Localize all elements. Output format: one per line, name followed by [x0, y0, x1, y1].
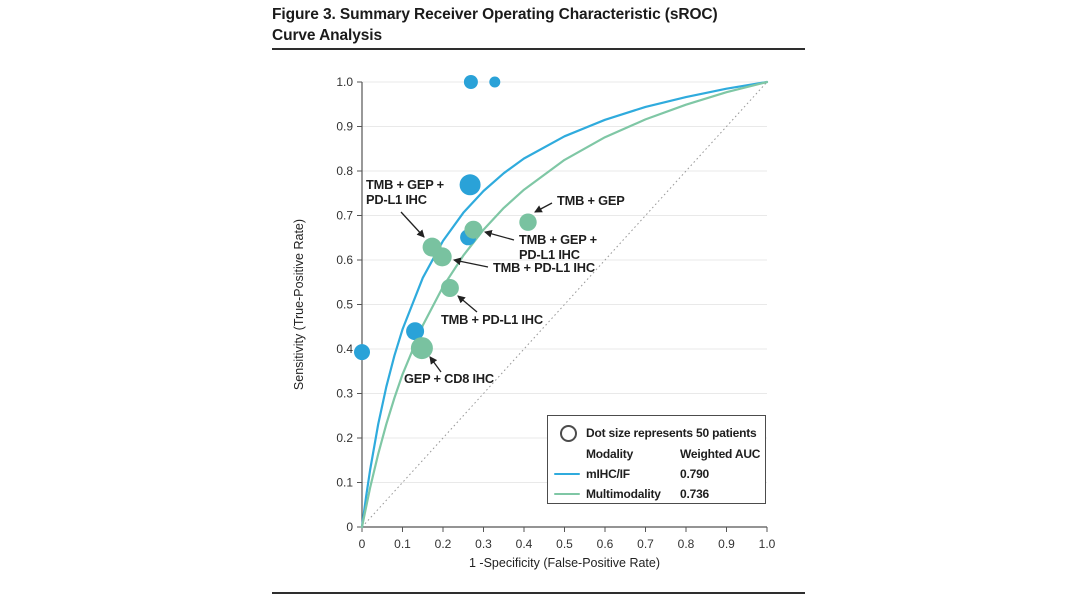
annotation-arrow	[452, 257, 489, 268]
data-point-multimodality-tmb-gep	[519, 213, 537, 231]
annotation-text: TMB + GEP + PD-L1 IHC	[519, 232, 597, 262]
y-tick-label: 0.9	[336, 120, 353, 134]
figure-title-line1: Figure 3. Summary Receiver Operating Cha…	[272, 6, 718, 23]
x-tick-label: 0.9	[718, 537, 735, 551]
y-axis-title: Sensitivity (True-Positive Rate)	[292, 219, 306, 390]
annotation-text: TMB + PD-L1 IHC	[493, 260, 595, 275]
figure-header: Figure 3. Summary Receiver Operating Cha…	[272, 4, 808, 46]
data-point-mihc-if	[489, 76, 501, 88]
y-tick-label: 0.5	[336, 298, 353, 312]
data-point-multimodality-tmb-pd-l1-ihc	[440, 279, 459, 297]
data-point-mihc-if	[459, 174, 481, 196]
x-tick-label: 0.8	[678, 537, 695, 551]
x-tick-label: 0.5	[556, 537, 573, 551]
legend-col-auc: Weighted AUC	[680, 447, 761, 461]
annotation-tmb-gep: TMB + GEP	[534, 193, 625, 213]
mihc-if-line-swatch	[554, 472, 580, 476]
y-tick-label: 0.4	[336, 342, 353, 356]
roc-curve-mihc-if	[360, 80, 769, 529]
data-point-multimodality-tmb-gep-pd-l1-ihc	[464, 220, 483, 239]
x-tick-label: 1.0	[759, 537, 776, 551]
legend-series-auc: 0.790	[680, 467, 710, 481]
annotation-gep-cd8-ihc: GEP + CD8 IHC	[404, 356, 494, 386]
annotation-arrow	[400, 211, 425, 238]
legend-series-name: mIHC/IF	[586, 467, 630, 481]
figure-title-line2: Curve Analysis	[272, 27, 383, 44]
annotation-arrow	[534, 202, 553, 213]
annotation-arrow	[483, 230, 515, 241]
footer-rule	[272, 592, 805, 594]
header-rule	[272, 48, 805, 50]
data-point-multimodality-gep-cd8-ihc	[410, 337, 433, 360]
legend-dot-size-note: Dot size represents 50 patients	[586, 426, 757, 440]
y-tick-label: 0.3	[336, 387, 353, 401]
y-tick-label: 0.7	[336, 209, 353, 223]
data-point-mihc-if	[406, 322, 425, 341]
annotation-tmb-pd-l1-ihc: TMB + PD-L1 IHC	[452, 257, 595, 275]
legend-col-modality: Modality	[586, 447, 634, 461]
legend-header-row: Modality Weighted AUC	[548, 444, 765, 464]
y-tick-label: 0.1	[336, 476, 353, 490]
y-tick-label: 0.2	[336, 431, 353, 445]
y-tick-label: 1.0	[336, 75, 353, 89]
y-tick-label: 0.6	[336, 253, 353, 267]
data-point-mihc-if	[463, 75, 478, 89]
x-tick-label: 0	[359, 537, 366, 551]
annotation-tmb-gep-pd-l1-ihc: TMB + GEP + PD-L1 IHC	[366, 177, 444, 238]
annotation-text: TMB + GEP	[557, 193, 625, 208]
x-tick-label: 0.1	[394, 537, 411, 551]
annotation-text: TMB + PD-L1 IHC	[441, 312, 543, 327]
legend-series-name: Multimodality	[586, 487, 661, 501]
dot-size-circle-icon	[560, 424, 577, 442]
annotation-arrow	[457, 295, 478, 313]
roc-curve-multimodality	[360, 80, 769, 529]
legend-swatch-spacer	[554, 453, 580, 456]
x-tick-label: 0.2	[435, 537, 452, 551]
multimodality-line-swatch	[554, 492, 580, 496]
annotation-tmb-gep-pd-l1-ihc: TMB + GEP + PD-L1 IHC	[483, 230, 597, 262]
legend-dot-size-row: Dot size represents 50 patients	[548, 422, 765, 444]
y-tick-label: 0.8	[336, 164, 353, 178]
legend-row-mihc-if: mIHC/IF 0.790	[548, 464, 765, 484]
annotation-tmb-pd-l1-ihc: TMB + PD-L1 IHC	[441, 295, 543, 327]
x-tick-label: 0.6	[597, 537, 614, 551]
y-tick-label: 0	[346, 520, 353, 534]
annotation-text: GEP + CD8 IHC	[404, 371, 494, 386]
legend-box: Dot size represents 50 patients Modality…	[547, 415, 766, 504]
annotation-text: TMB + GEP + PD-L1 IHC	[366, 177, 444, 207]
x-axis-title: 1 -Specificity (False-Positive Rate)	[469, 556, 660, 570]
x-tick-label: 0.3	[475, 537, 492, 551]
x-tick-label: 0.4	[516, 537, 533, 551]
legend-series-auc: 0.736	[680, 487, 710, 501]
legend-row-multimodality: Multimodality 0.736	[548, 484, 765, 504]
annotation-arrow	[429, 356, 442, 373]
x-tick-label: 0.7	[637, 537, 654, 551]
data-point-multimodality-tmb-pd-l1-ihc	[432, 247, 452, 267]
data-point-mihc-if	[354, 344, 370, 361]
